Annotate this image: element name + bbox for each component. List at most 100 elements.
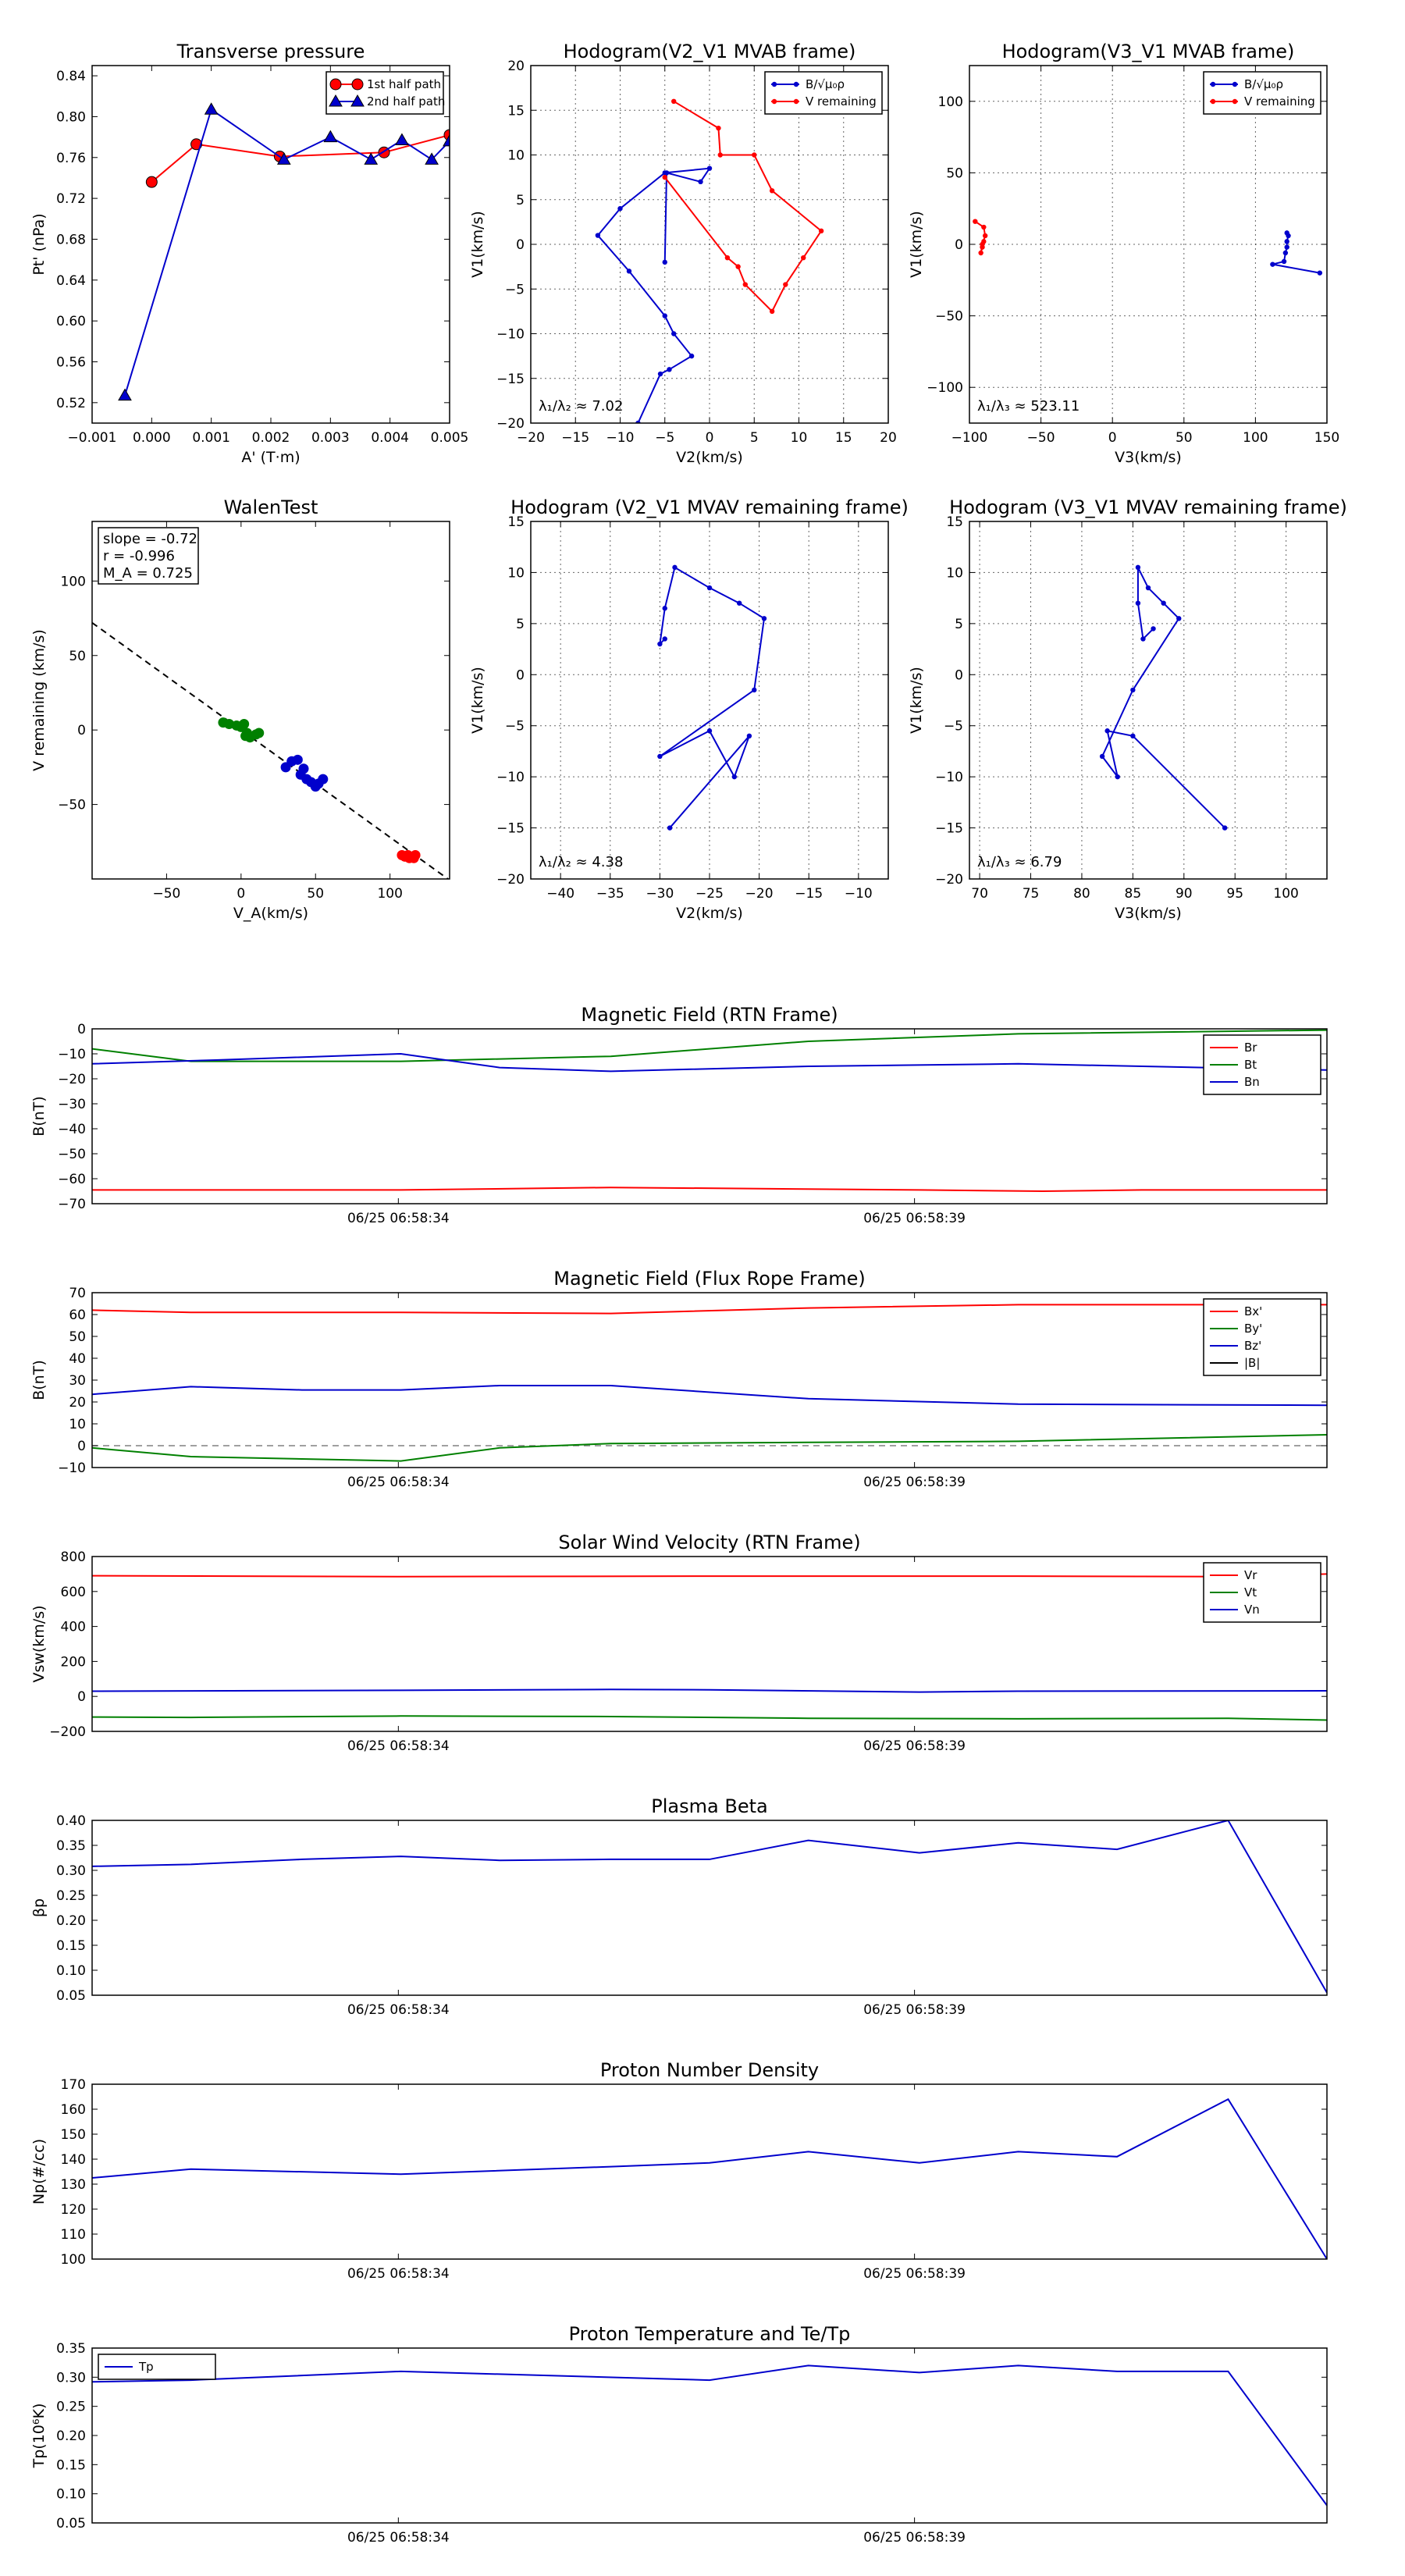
- y-tick-label: 5: [516, 617, 525, 632]
- hodogram-v2v1-mvab-data: [595, 98, 824, 423]
- data-point: [667, 367, 672, 372]
- legend-label: 2nd half path: [367, 94, 445, 109]
- eigenvalue-ratio-label: λ₁/λ₂ ≈ 7.02: [539, 398, 623, 415]
- x-tick-label: 10: [791, 430, 808, 446]
- data-point: [240, 731, 251, 742]
- legend-label: Bx': [1244, 1304, 1262, 1318]
- data-point: [318, 774, 329, 785]
- y-tick-label: 0.30: [56, 2370, 86, 2386]
- y-tick-label: 160: [61, 2102, 86, 2118]
- legend-label: V remaining: [1244, 94, 1315, 109]
- data-point: [276, 152, 291, 165]
- y-tick-label: −5: [505, 719, 525, 735]
- y-tick-label: −10: [496, 327, 525, 343]
- legend-marker: [793, 98, 799, 105]
- x-tick-label: −25: [695, 886, 724, 902]
- data-point: [671, 331, 677, 336]
- x-tick-label: −50: [152, 886, 180, 902]
- x-axis-label: V2(km/s): [676, 449, 743, 466]
- stats-line: M_A = 0.725: [103, 565, 193, 582]
- x-tick-label: 06/25 06:58:34: [347, 1211, 450, 1226]
- y-tick-label: 0.10: [56, 1963, 86, 1979]
- x-tick-label: 06/25 06:58:39: [863, 1211, 966, 1226]
- data-point: [735, 264, 741, 269]
- x-tick-label: 50: [1176, 430, 1193, 446]
- y-tick-label: 0.20: [56, 2428, 86, 2444]
- y-axis-label: Np(#/cc): [30, 2139, 48, 2204]
- y-tick-label: −15: [496, 821, 525, 837]
- x-tick-label: −35: [596, 886, 624, 902]
- y-tick-label: 130: [61, 2177, 86, 2193]
- y-axis-label: Pt' (nPa): [30, 213, 48, 275]
- chart-title: Transverse pressure: [176, 41, 365, 62]
- series-line-0: [1101, 567, 1225, 829]
- data-point: [1284, 239, 1289, 244]
- proton-temperature-data: [92, 2364, 1327, 2507]
- data-point: [204, 102, 219, 115]
- series-line-1: [92, 1434, 1327, 1462]
- legend-marker: [350, 94, 365, 107]
- data-point: [769, 308, 775, 315]
- chart-title: Plasma Beta: [651, 1795, 767, 1817]
- legend-label: V remaining: [806, 94, 877, 109]
- chart-title: Proton Temperature and Te/Tp: [569, 2323, 851, 2345]
- data-point: [746, 733, 752, 738]
- legend-marker: [329, 78, 342, 91]
- y-tick-label: 140: [61, 2152, 86, 2168]
- x-tick-label: 06/25 06:58:39: [863, 2266, 966, 2282]
- y-tick-label: 10: [507, 565, 525, 581]
- x-tick-label: 150: [1314, 430, 1339, 446]
- series-line-0: [92, 1820, 1327, 1994]
- series-line-0: [92, 2097, 1327, 2259]
- x-tick-label: 100: [377, 886, 402, 902]
- data-point: [1281, 258, 1287, 265]
- y-tick-label: −10: [58, 1047, 86, 1062]
- x-tick-label: 0: [1108, 430, 1117, 446]
- y-tick-label: 0.72: [56, 191, 86, 207]
- data-point: [410, 849, 421, 860]
- plot-frame: [91, 65, 450, 424]
- y-tick-label: 15: [507, 103, 525, 119]
- chart-title: Magnetic Field (Flux Rope Frame): [553, 1268, 865, 1290]
- x-tick-label: 50: [307, 886, 324, 902]
- y-tick-label: −50: [58, 1147, 86, 1162]
- stats-line: slope = -0.72: [103, 531, 197, 547]
- magnetic-field-rtn-chart: 06/25 06:58:34 06/25 06:58:39 −70 −60 −50 −40…: [30, 1004, 1328, 1226]
- proton-number-density-data: [92, 2097, 1327, 2259]
- series-line-1: [124, 108, 450, 396]
- data-point: [672, 564, 678, 571]
- y-tick-label: 0.56: [56, 354, 86, 370]
- x-tick-label: 15: [835, 430, 852, 446]
- data-point: [982, 233, 988, 239]
- x-axis-label: A' (T·m): [241, 449, 300, 466]
- y-tick-label: 10: [507, 148, 525, 164]
- series-line-2: [92, 1385, 1327, 1407]
- y-axis-label: B(nT): [30, 1360, 48, 1400]
- data-point: [118, 388, 132, 401]
- y-tick-label: 15: [507, 514, 525, 530]
- data-point: [801, 254, 806, 261]
- y-axis-label: βp: [30, 1898, 48, 1917]
- legend-label: By': [1244, 1322, 1262, 1336]
- y-axis-label: V1(km/s): [908, 211, 925, 278]
- data-point: [145, 176, 158, 188]
- legend-label: Bz': [1244, 1339, 1261, 1353]
- x-axis-label: V_A(km/s): [233, 905, 308, 922]
- x-tick-label: −20: [745, 886, 774, 902]
- y-tick-label: −20: [496, 872, 525, 888]
- data-point: [1270, 262, 1275, 267]
- y-tick-label: 0: [955, 237, 963, 253]
- x-tick-label: −100: [951, 430, 988, 446]
- y-tick-label: −10: [58, 1461, 86, 1476]
- y-tick-label: 100: [61, 574, 86, 589]
- y-tick-label: 50: [946, 165, 963, 181]
- legend-marker: [771, 81, 777, 87]
- y-tick-label: 0.05: [56, 2516, 86, 2532]
- plot-frame: [91, 1028, 1328, 1204]
- data-point: [667, 825, 673, 831]
- legend-label: B/√μ₀ρ: [806, 77, 845, 91]
- series-line-1: [92, 1029, 1327, 1062]
- x-tick-label: 0.000: [133, 430, 171, 446]
- y-tick-label: 20: [507, 59, 525, 74]
- x-tick-label: −0.001: [68, 430, 117, 446]
